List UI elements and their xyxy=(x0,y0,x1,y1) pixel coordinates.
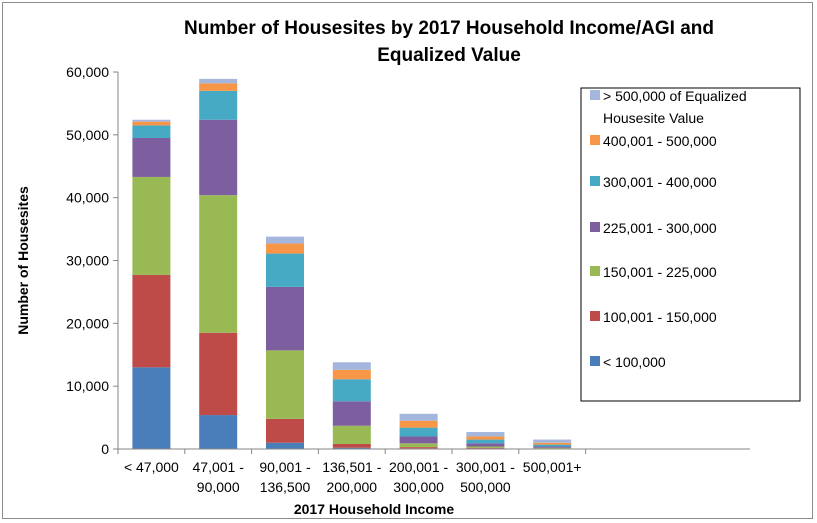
bar-segment-cat1-series4 xyxy=(199,90,238,120)
legend-label: 300,001 - 400,000 xyxy=(603,174,717,190)
bar-segment-cat3-series5 xyxy=(332,369,371,380)
legend-swatch xyxy=(590,266,600,276)
legend-swatch xyxy=(590,356,600,366)
bar-segment-cat3-series2 xyxy=(332,425,371,444)
y-tick-label: 50,000 xyxy=(66,127,109,143)
bar-segment-cat5-series6 xyxy=(466,432,505,437)
bar-segment-cat1-series2 xyxy=(199,195,238,333)
bar-segment-cat4-series1 xyxy=(399,447,438,449)
bar-segment-cat5-series2 xyxy=(466,446,505,448)
x-tick-label: 136,500 xyxy=(260,479,311,495)
bar-segment-cat0-series0 xyxy=(132,367,171,449)
legend-label: 100,001 - 150,000 xyxy=(603,309,717,325)
bar-segment-cat0-series3 xyxy=(132,137,171,177)
bar-segment-cat6-series6 xyxy=(533,439,572,443)
y-axis-title-group: Number of Housesites xyxy=(15,186,31,335)
bar-segment-cat2-series0 xyxy=(266,442,304,449)
y-tick-label: 40,000 xyxy=(66,190,109,206)
y-tick-label: 10,000 xyxy=(66,378,109,394)
bar-segment-cat4-series4 xyxy=(399,427,438,437)
bar-segment-cat4-series6 xyxy=(399,413,438,421)
legend-label: < 100,000 xyxy=(603,354,666,370)
x-axis-ticks: < 47,000 47,001 - 90,000 90,001 - 136,500 136… xyxy=(117,449,587,495)
x-tick-label: 300,000 xyxy=(393,479,444,495)
chart-title: Number of Housesites by 2017 Household I… xyxy=(184,18,714,66)
bar-segment-cat3-series4 xyxy=(332,379,371,402)
bar-segment-cat3-series1 xyxy=(332,443,371,448)
bar-segment-cat0-series2 xyxy=(132,176,171,275)
bar-segment-cat6-series4 xyxy=(533,444,572,447)
y-tick-label: 60,000 xyxy=(66,64,109,80)
legend-label: Housesite Value xyxy=(603,110,704,126)
bar-segment-cat5-series5 xyxy=(466,436,505,440)
x-tick-label: 90,000 xyxy=(197,479,240,495)
y-tick-label: 0 xyxy=(101,441,109,457)
bar-segment-cat6-series5 xyxy=(533,442,572,445)
bar-segment-cat6-series3 xyxy=(533,446,572,448)
chart-title-line: Equalized Value xyxy=(377,45,521,66)
bar-segment-cat2-series2 xyxy=(266,350,304,419)
x-axis-title: 2017 Household Income xyxy=(294,501,454,517)
bar-segment-cat0-series1 xyxy=(132,274,171,368)
bar-segment-cat5-series4 xyxy=(466,439,505,444)
y-tick-label: 20,000 xyxy=(66,315,109,331)
bar-segment-cat2-series3 xyxy=(266,286,304,351)
bar-segment-cat4-series3 xyxy=(399,436,438,444)
bar-segment-cat3-series3 xyxy=(332,401,371,426)
bar-segment-cat1-series6 xyxy=(199,78,238,84)
bar-segment-cat1-series3 xyxy=(199,119,238,196)
legend-swatch xyxy=(590,176,600,186)
x-tick-label: 200,001 - xyxy=(389,459,448,475)
x-tick-label: 136,501 - xyxy=(322,459,381,475)
x-axis-title-group: 2017 Household Income xyxy=(294,501,454,517)
bar-segment-cat4-series5 xyxy=(399,420,438,428)
y-tick-label: 30,000 xyxy=(66,253,109,269)
bar-segment-cat2-series4 xyxy=(266,253,304,287)
bar-segment-cat2-series5 xyxy=(266,243,304,254)
bar-segment-cat5-series1 xyxy=(466,447,505,449)
bar-segment-cat3-series0 xyxy=(332,447,371,449)
legend-swatch xyxy=(590,311,600,321)
bar-segment-cat1-series1 xyxy=(199,332,238,416)
legend-label: 400,001 - 500,000 xyxy=(603,133,717,149)
bar-segment-cat5-series3 xyxy=(466,443,505,447)
bar-segment-cat2-series1 xyxy=(266,418,304,443)
legend-box xyxy=(580,87,801,402)
x-tick-label: 500,001+ xyxy=(523,459,582,475)
x-tick-label: 200,000 xyxy=(326,479,377,495)
legend-label: > 500,000 of Equalized xyxy=(603,88,747,104)
x-tick-label: 47,001 - xyxy=(193,459,245,475)
bar-segment-cat4-series2 xyxy=(399,443,438,448)
legend-swatch xyxy=(590,135,600,145)
x-tick-label: 300,001 - xyxy=(456,459,515,475)
chart-title-line: Number of Housesites by 2017 Household I… xyxy=(184,18,714,39)
bar-segment-cat1-series0 xyxy=(199,415,238,449)
x-tick-label: 90,001 - xyxy=(259,459,311,475)
legend: > 500,000 of Equalized Housesite Value 400… xyxy=(580,87,801,402)
x-tick-label: < 47,000 xyxy=(124,459,179,475)
legend-label: 225,001 - 300,000 xyxy=(603,220,717,236)
bar-segment-cat0-series6 xyxy=(132,119,171,122)
x-tick-label: 500,000 xyxy=(460,479,511,495)
bar-segment-cat1-series5 xyxy=(199,83,238,91)
bar-segment-cat2-series6 xyxy=(266,236,304,244)
bar-segment-cat6-series2 xyxy=(533,447,572,449)
bars xyxy=(132,78,572,449)
bar-segment-cat0-series4 xyxy=(132,125,171,138)
legend-label: 150,001 - 225,000 xyxy=(603,264,717,280)
legend-swatch xyxy=(590,222,600,232)
bar-segment-cat3-series6 xyxy=(332,362,371,370)
bar-segment-cat0-series5 xyxy=(132,121,171,126)
y-axis-title: Number of Housesites xyxy=(15,186,31,335)
legend-swatch xyxy=(590,90,600,100)
y-axis-ticks: 0 10,000 20,000 30,000 40,000 50,000 60,000 xyxy=(66,64,118,457)
